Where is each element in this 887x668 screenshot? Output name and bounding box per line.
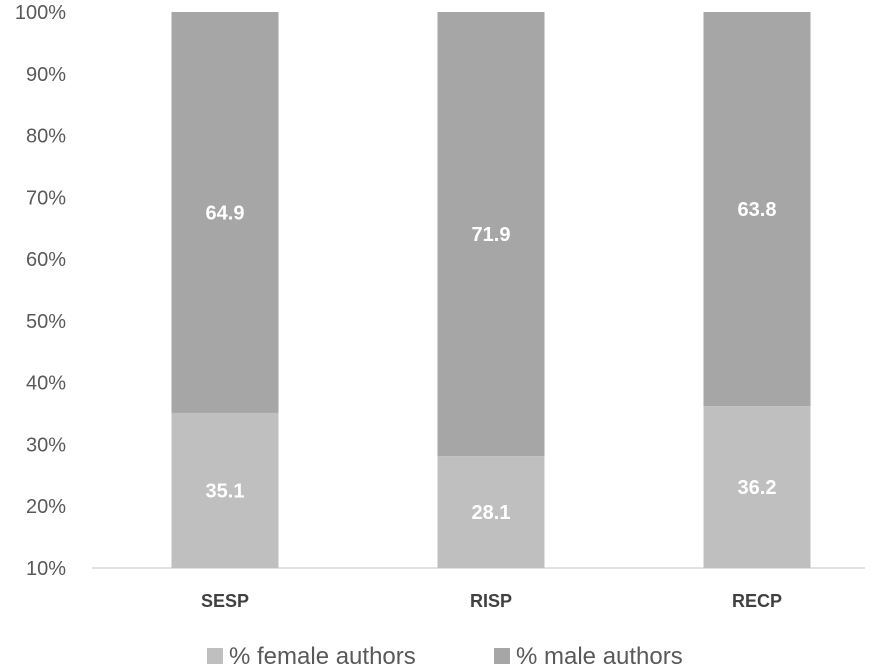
data-label-male: 71.9 xyxy=(472,224,511,246)
y-tick-label: 60% xyxy=(26,249,66,271)
x-tick-label: RECP xyxy=(732,591,782,611)
legend-swatch-male xyxy=(494,648,510,664)
bar-male-recp xyxy=(703,12,811,407)
legend-swatch-female xyxy=(207,648,223,664)
y-tick-label: 90% xyxy=(26,64,66,86)
x-tick-label: RISP xyxy=(470,591,512,611)
y-tick-label: 40% xyxy=(26,373,66,395)
legend-label-female: % female authors xyxy=(229,643,416,668)
bar-female-sesp xyxy=(171,412,279,568)
legend-label-male: % male authors xyxy=(516,643,683,668)
bars: 35.1 64.9 28.1 71.9 36.2 63.8 xyxy=(171,12,811,568)
y-tick-label: 80% xyxy=(26,126,66,148)
y-tick-label: 50% xyxy=(26,311,66,333)
y-tick-label: 100% xyxy=(15,2,66,24)
y-tick-label: 70% xyxy=(26,187,66,209)
bar-male-sesp xyxy=(171,12,279,413)
y-tick-label: 20% xyxy=(26,496,66,518)
data-label-female: 28.1 xyxy=(472,502,511,524)
data-label-female: 35.1 xyxy=(206,480,245,502)
y-tick-label: 30% xyxy=(26,434,66,456)
bar-female-risp xyxy=(437,456,545,568)
y-tick-label: 10% xyxy=(26,558,66,580)
bar-female-recp xyxy=(703,406,811,568)
data-label-female: 36.2 xyxy=(738,477,777,499)
y-axis-ticks: 10% 20% 30% 40% 50% 60% 70% 80% 90% 100% xyxy=(15,2,66,580)
data-label-male: 63.8 xyxy=(738,199,777,221)
x-axis-ticks: SESP RISP RECP xyxy=(201,591,782,611)
legend: % female authors % male authors xyxy=(207,643,683,668)
bar-male-risp xyxy=(437,12,545,457)
data-label-male: 64.9 xyxy=(206,202,245,224)
x-tick-label: SESP xyxy=(201,591,249,611)
